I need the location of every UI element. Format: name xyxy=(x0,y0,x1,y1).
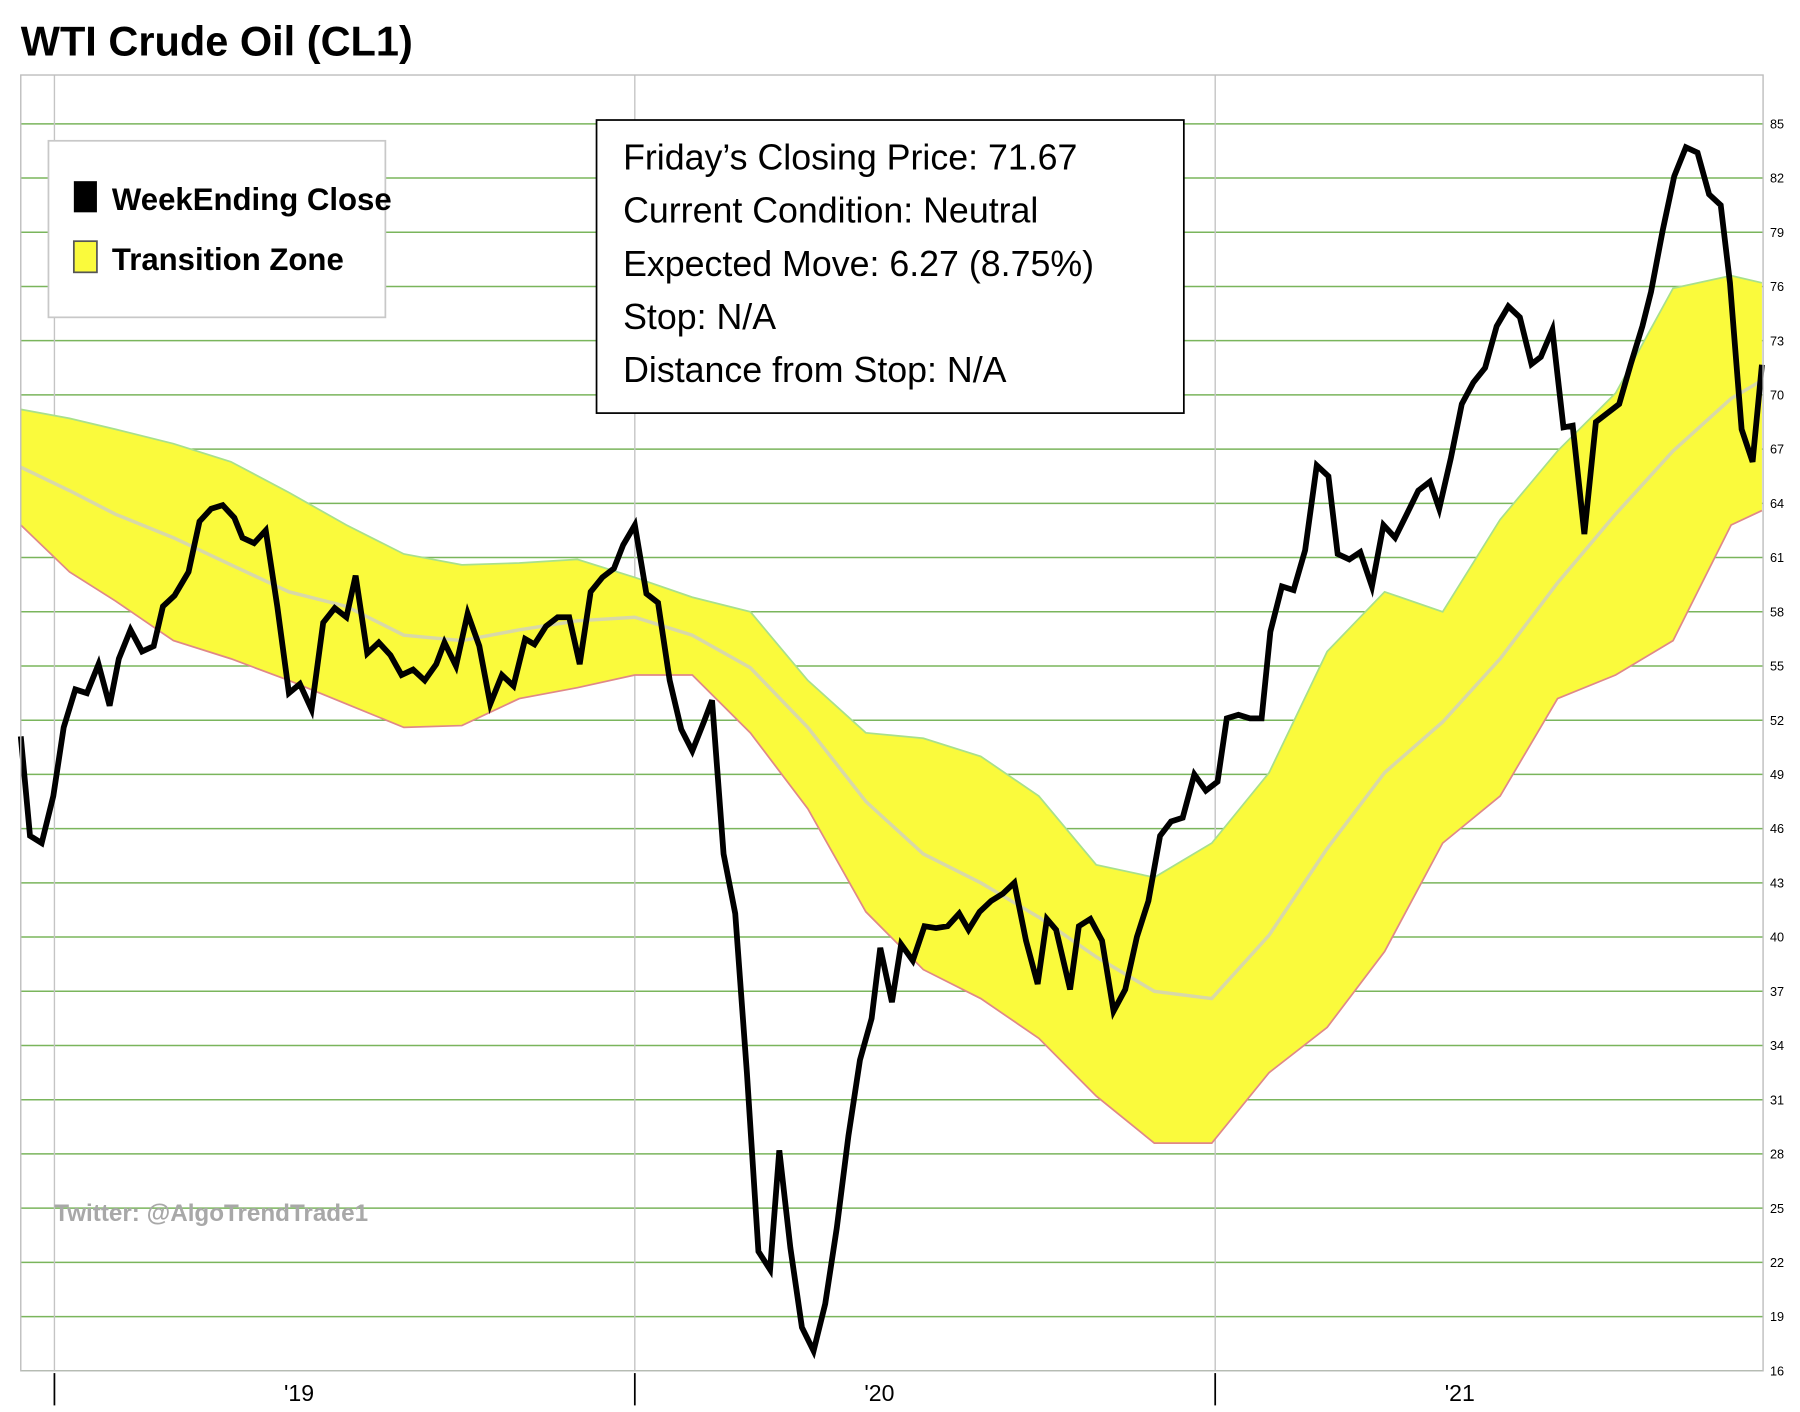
y-tick-label: 85 xyxy=(1770,117,1784,131)
watermark: Twitter: @AlgoTrendTrade1 xyxy=(54,1200,368,1227)
info-line: Friday’s Closing Price: 71.67 xyxy=(623,138,1077,178)
y-tick-label: 55 xyxy=(1770,660,1784,674)
band-upper xyxy=(20,274,1763,879)
info-line: Distance from Stop: N/A xyxy=(623,350,1007,390)
y-tick-label: 58 xyxy=(1770,605,1784,619)
y-tick-label: 22 xyxy=(1770,1256,1784,1270)
y-tick-label: 28 xyxy=(1770,1148,1784,1162)
info-line: Expected Move: 6.27 (8.75%) xyxy=(623,244,1094,284)
y-tick-label: 79 xyxy=(1770,226,1784,240)
y-tick-label: 73 xyxy=(1770,334,1784,348)
legend-label: Transition Zone xyxy=(112,242,344,277)
band-middle xyxy=(20,378,1763,1001)
plot-area: 16 19 22 25 28 31 34 37 40 43 46 49 52 55 58 61 64 67 70 73… xyxy=(17,74,1784,1406)
y-tick-label: 43 xyxy=(1770,876,1784,890)
y-tick-label: 19 xyxy=(1770,1310,1784,1324)
x-tick-label: '19 xyxy=(284,1380,314,1406)
info-lines: Friday’s Closing Price: 71.67 Current Con… xyxy=(623,138,1094,390)
y-tick-label: 16 xyxy=(1770,1364,1784,1378)
y-tick-label: 61 xyxy=(1770,551,1784,565)
y-tick-label: 34 xyxy=(1770,1039,1784,1053)
x-tick-label: '21 xyxy=(1445,1380,1475,1406)
chart-title: WTI Crude Oil (CL1) xyxy=(21,17,413,64)
info-line: Stop: N/A xyxy=(623,297,776,337)
legend-swatch-close xyxy=(73,181,97,213)
y-tick-label: 46 xyxy=(1770,822,1784,836)
legend-box xyxy=(47,139,387,319)
x-tick-label: '20 xyxy=(864,1380,894,1406)
y-tick-label: 40 xyxy=(1770,931,1784,945)
y-tick-label: 31 xyxy=(1770,1093,1784,1107)
info-line: Current Condition: Neutral xyxy=(623,191,1038,231)
band-area xyxy=(20,275,1762,1144)
overlay: Twitter: @AlgoTrendTrade1 WeekEnding Clo… xyxy=(47,119,1185,1227)
y-tick-label: 64 xyxy=(1770,497,1784,511)
y-tick-label: 49 xyxy=(1770,768,1784,782)
y-tick-label: 82 xyxy=(1770,172,1784,186)
close-line xyxy=(17,143,1765,1360)
y-tick-label: 52 xyxy=(1770,714,1784,728)
y-tick-label: 25 xyxy=(1770,1202,1784,1216)
info-box xyxy=(595,119,1185,414)
y-tick-label: 37 xyxy=(1770,985,1784,999)
y-tick-label: 70 xyxy=(1770,389,1784,403)
legend-label: WeekEnding Close xyxy=(112,182,392,217)
plot-border xyxy=(20,74,1764,1372)
y-tick-label: 76 xyxy=(1770,280,1784,294)
y-tick-label: 67 xyxy=(1770,443,1784,457)
legend-swatch-band xyxy=(72,240,98,274)
